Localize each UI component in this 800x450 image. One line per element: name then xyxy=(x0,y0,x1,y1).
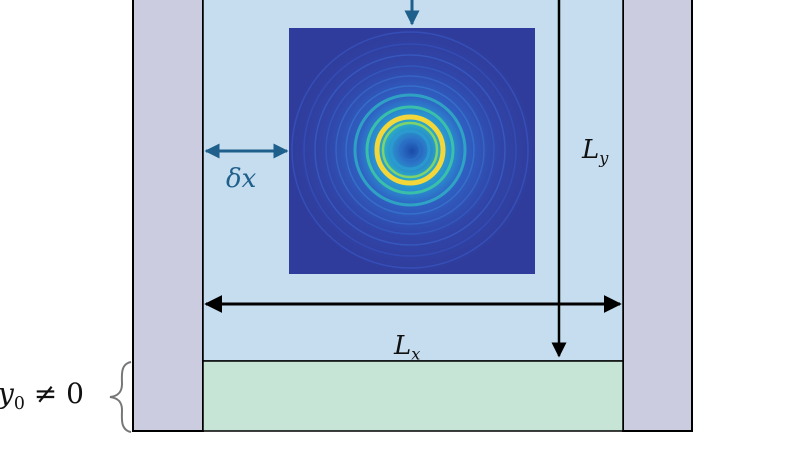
delta-x-label: δx xyxy=(226,164,257,194)
curly-brace-icon xyxy=(109,361,132,433)
left-wall xyxy=(132,0,204,432)
y0-condition-label: y0 ≠ 0 xyxy=(0,377,84,415)
lx-label: Lx xyxy=(394,331,421,364)
right-wall xyxy=(622,0,693,432)
bottom-region xyxy=(202,360,624,432)
ly-label: Ly xyxy=(582,135,609,168)
diffraction-pattern-image xyxy=(289,28,535,274)
